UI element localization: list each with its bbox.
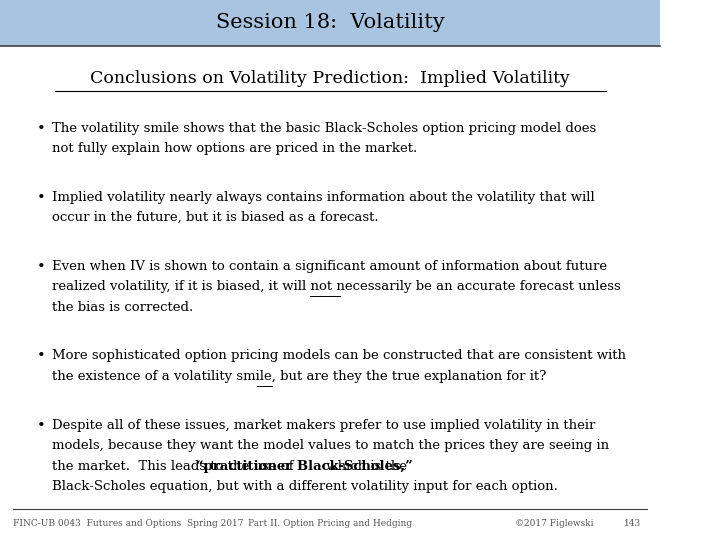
Text: Conclusions on Volatility Prediction:  Implied Volatility: Conclusions on Volatility Prediction: Im…: [90, 70, 570, 87]
Text: not fully explain how options are priced in the market.: not fully explain how options are priced…: [52, 142, 417, 155]
Text: FINC-UB 0043  Futures and Options  Spring 2017: FINC-UB 0043 Futures and Options Spring …: [13, 519, 243, 528]
Text: Session 18:  Volatility: Session 18: Volatility: [216, 14, 445, 32]
Text: the existence of a volatility smile, but are they the true explanation for it?: the existence of a volatility smile, but…: [52, 370, 546, 383]
Bar: [0, 0, 660, 46]
Text: •: •: [36, 191, 45, 205]
Text: Part II. Option Pricing and Hedging: Part II. Option Pricing and Hedging: [248, 519, 413, 528]
Text: occur in the future, but it is biased as a forecast.: occur in the future, but it is biased as…: [52, 211, 378, 224]
Text: realized volatility, if it is biased, it will not necessarily be an accurate for: realized volatility, if it is biased, it…: [52, 280, 620, 293]
Text: •: •: [36, 349, 45, 363]
Text: •: •: [36, 260, 45, 274]
Text: the market.  This leads to the use of: the market. This leads to the use of: [52, 460, 297, 472]
Text: Implied volatility nearly always contains information about the volatility that : Implied volatility nearly always contain…: [52, 191, 594, 204]
Text: models, because they want the model values to match the prices they are seeing i: models, because they want the model valu…: [52, 439, 608, 452]
Text: ©2017 Figlewski: ©2017 Figlewski: [516, 519, 594, 528]
Text: The volatility smile shows that the basic Black-Scholes option pricing model doe: The volatility smile shows that the basi…: [52, 122, 595, 134]
Text: •: •: [36, 122, 45, 136]
Text: Even when IV is shown to contain a significant amount of information about futur: Even when IV is shown to contain a signi…: [52, 260, 607, 273]
Text: More sophisticated option pricing models can be constructed that are consistent : More sophisticated option pricing models…: [52, 349, 626, 362]
Text: which is the: which is the: [323, 460, 408, 472]
Text: the bias is corrected.: the bias is corrected.: [52, 301, 193, 314]
Text: •: •: [36, 418, 45, 433]
Text: Black-Scholes equation, but with a different volatility input for each option.: Black-Scholes equation, but with a diffe…: [52, 480, 557, 493]
Text: Despite all of these issues, market makers prefer to use implied volatility in t: Despite all of these issues, market make…: [52, 418, 595, 431]
Text: 143: 143: [624, 519, 641, 528]
Text: “practitioner Black-Scholes,”: “practitioner Black-Scholes,”: [196, 460, 413, 472]
